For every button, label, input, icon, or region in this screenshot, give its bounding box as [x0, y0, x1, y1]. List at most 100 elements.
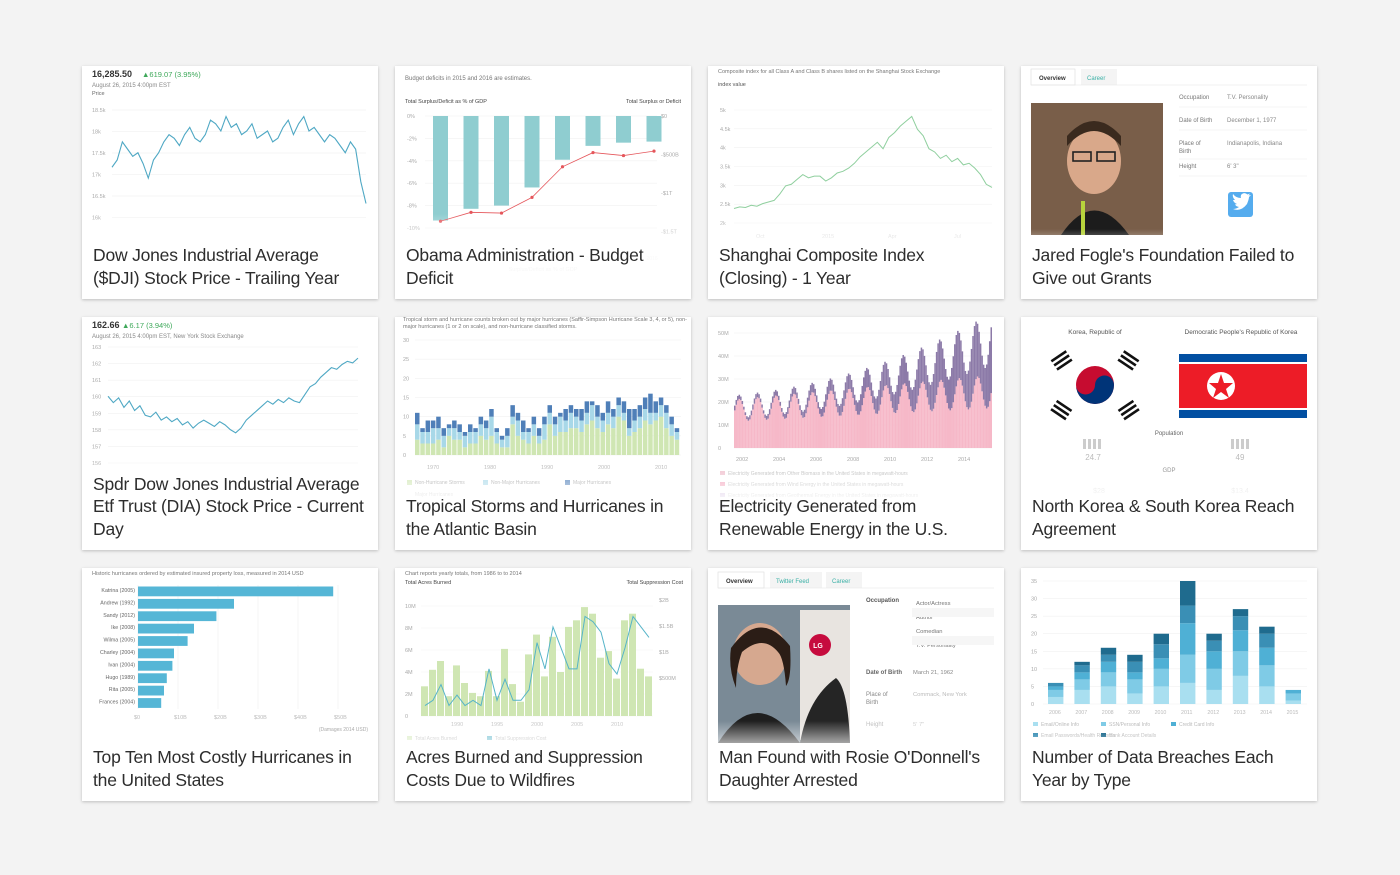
card-renewable-energy[interactable]: 50M 40M 30M 20M 10M 0 2002 2004 2006 2008 2010 2012… [708, 317, 1004, 550]
bar [494, 432, 499, 444]
card-wildfires[interactable]: Chart reports yearly totals, from 1986 t… [395, 568, 691, 801]
bar [473, 443, 478, 455]
bar [952, 402, 955, 448]
bar [1048, 696, 1064, 704]
budget-right-label: Total Surplus or Deficit [626, 99, 681, 105]
bar [1259, 686, 1275, 704]
bar [784, 413, 786, 419]
bar [738, 394, 741, 399]
card-korea[interactable]: Korea, Republic of Democratic People's R… [1021, 317, 1317, 550]
bar [929, 384, 932, 410]
bar [616, 397, 621, 406]
tab-overview[interactable]: Overview [1039, 76, 1066, 82]
bar [970, 348, 973, 402]
bar [888, 393, 891, 448]
bar [627, 428, 632, 436]
bar [1048, 689, 1064, 697]
bar [822, 416, 824, 448]
bar [436, 428, 441, 440]
bar [1180, 581, 1196, 606]
bar [852, 398, 854, 448]
bar [653, 401, 658, 413]
bar [510, 416, 515, 425]
bar [1127, 672, 1143, 680]
tick-label: 2007 [1075, 710, 1087, 716]
card-tropical-storms[interactable]: Tropical storm and hurricane counts brok… [395, 317, 691, 550]
bar [881, 371, 883, 398]
bar [755, 399, 757, 448]
korea-left-name: Korea, Republic of [1068, 329, 1122, 336]
bar [869, 374, 871, 391]
bar [969, 361, 971, 408]
bar [605, 412, 611, 425]
bar [787, 407, 789, 414]
tick-label: 15 [1031, 649, 1037, 655]
bar [864, 391, 867, 448]
bar [616, 416, 621, 455]
bar [823, 401, 826, 413]
tick-label: $10B [174, 715, 187, 721]
tick-label: 20 [403, 376, 409, 382]
bar [452, 428, 457, 440]
bar [831, 379, 833, 391]
bar [637, 428, 643, 455]
bar [987, 406, 989, 448]
bar [547, 405, 552, 413]
card-costly-hurricanes[interactable]: Historic hurricanes ordered by estimated… [82, 568, 378, 801]
card-data-breaches[interactable]: 35 30 25 20 15 10 5 0 2006 2007 2008 2009 2010 2011 20… [1021, 568, 1317, 801]
bar [954, 394, 956, 448]
tick-label: 4k [720, 146, 726, 152]
bar [415, 439, 420, 455]
tick-label: 0 [718, 446, 721, 452]
bar [462, 432, 468, 436]
bar [820, 408, 823, 417]
bar [990, 393, 992, 448]
card-budget-deficit[interactable]: Budget deficits in 2015 and 2016 are est… [395, 66, 691, 299]
card-jared-fogle[interactable]: Overview Career Occupation T.V. Personali… [1021, 66, 1317, 299]
bar [627, 435, 632, 455]
bar [850, 379, 853, 393]
card-dia[interactable]: 162.66 ▲6.17 (3.94%) August 26, 2015 4:0… [82, 317, 378, 550]
tab-twitter-feed[interactable]: Twitter Feed [776, 579, 809, 585]
bar [940, 341, 942, 380]
card-rosie-odonnell[interactable]: Overview Twitter Feed Career LG Occupati… [708, 568, 1004, 801]
bar [894, 413, 897, 448]
bar [1048, 686, 1064, 690]
tab-overview[interactable]: Overview [726, 579, 753, 585]
bar [658, 405, 664, 417]
bar [984, 368, 986, 406]
category-label: Wilma (2005) [104, 638, 136, 644]
bar [841, 411, 844, 448]
bar [1232, 609, 1249, 617]
bar [903, 356, 906, 384]
bar [838, 405, 841, 416]
category-label: Charley (2004) [100, 650, 135, 656]
bar [951, 367, 953, 409]
bar [637, 405, 643, 417]
bar [1074, 679, 1090, 690]
bar [664, 405, 669, 413]
tick-label: 8M [405, 626, 413, 632]
tick-label: -$1T [661, 191, 673, 197]
tab-career[interactable]: Career [1087, 76, 1105, 82]
tick-label: 2012 [921, 457, 933, 463]
bar [790, 393, 792, 402]
bar [774, 389, 777, 396]
bar [505, 435, 510, 448]
bar [563, 432, 568, 455]
bar [420, 428, 425, 432]
card-shanghai[interactable]: Composite index for all Class A and Clas… [708, 66, 1004, 299]
twitter-icon[interactable] [1228, 192, 1253, 217]
bar [982, 364, 985, 400]
bar [1232, 675, 1249, 704]
bar [1153, 658, 1169, 669]
bar [1206, 651, 1222, 669]
tick-label: 2002 [736, 457, 748, 463]
bar [843, 390, 845, 406]
bar [499, 447, 505, 455]
card-title: Dow Jones Industrial Average ($DJI) Stoc… [93, 245, 340, 288]
card-dji[interactable]: 16,285.50 ▲619.07 (3.95%) August 26, 201… [82, 66, 378, 299]
tab-career[interactable]: Career [832, 579, 850, 585]
bar [808, 400, 810, 448]
bar [794, 388, 797, 395]
